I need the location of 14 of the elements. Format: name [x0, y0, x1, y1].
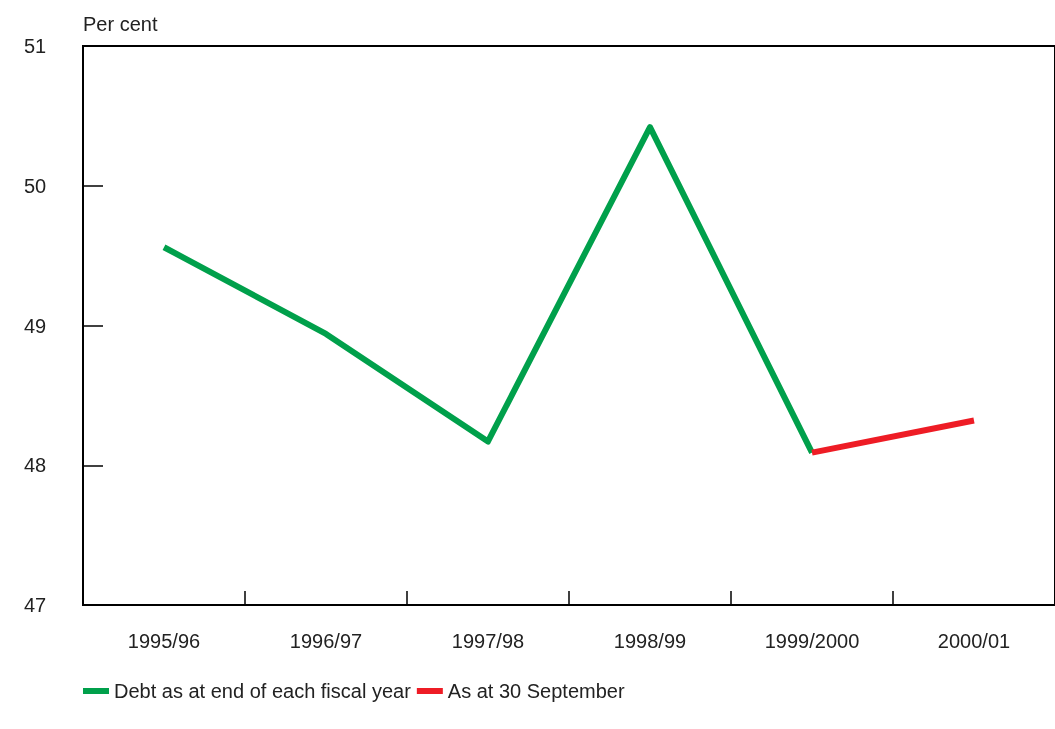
- y-tick-label: 50: [23, 174, 47, 197]
- y-tick-label: 49: [23, 314, 47, 337]
- legend-label: As at 30 September: [447, 680, 625, 702]
- x-tick-label: 1996/97: [289, 630, 363, 652]
- x-tick-label: 1998/99: [613, 630, 687, 652]
- y-tick-label: 51: [23, 35, 47, 57]
- legend-label: Debt as at end of each fiscal year: [114, 680, 412, 702]
- x-tick-label: 1999/2000: [764, 630, 860, 652]
- y-tick-label: 47: [23, 594, 47, 616]
- y-tick-label: 48: [23, 454, 47, 477]
- x-tick-label: 2000/01: [937, 630, 1011, 652]
- y-axis-title: Per cent: [83, 13, 158, 35]
- x-tick-label: 1995/96: [127, 630, 201, 652]
- x-tick-label: 1997/98: [451, 630, 525, 652]
